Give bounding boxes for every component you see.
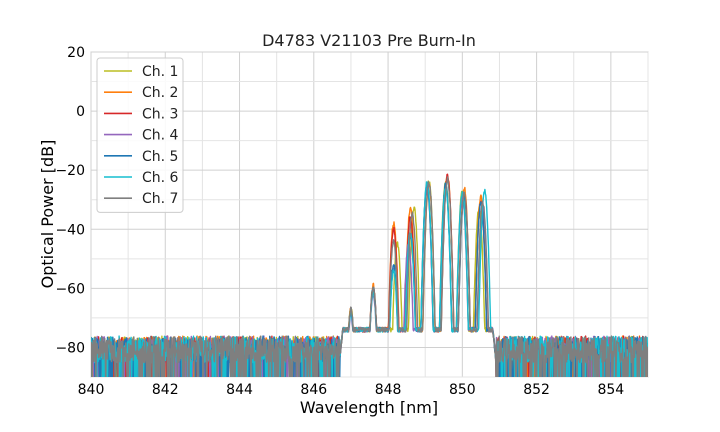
x-tick-label: 842 bbox=[152, 382, 179, 398]
chart-title: D4783 V21103 Pre Burn-In bbox=[262, 31, 476, 50]
y-tick-label: −60 bbox=[55, 281, 85, 297]
x-tick-label: 848 bbox=[375, 382, 402, 398]
x-tick-label: 850 bbox=[449, 382, 476, 398]
legend-label-ch-5: Ch. 5 bbox=[142, 149, 178, 165]
y-axis-label: Optical Power [dB] bbox=[38, 140, 57, 289]
legend-label-ch-3: Ch. 3 bbox=[142, 106, 178, 122]
x-tick-label: 844 bbox=[226, 382, 253, 398]
y-tick-label: 20 bbox=[67, 45, 85, 61]
legend-label-ch-6: Ch. 6 bbox=[142, 170, 179, 186]
x-tick-labels: 840 842 844 846 848 850 852 854 bbox=[78, 382, 625, 398]
y-tick-labels: 20 0 −20 −40 −60 −80 bbox=[55, 45, 85, 356]
series-group bbox=[91, 173, 648, 377]
y-tick-label: −40 bbox=[55, 222, 85, 238]
legend-label-ch-7: Ch. 7 bbox=[142, 191, 178, 207]
y-tick-label: −20 bbox=[55, 163, 85, 179]
plot-area bbox=[91, 173, 648, 377]
legend-label-ch-2: Ch. 2 bbox=[142, 85, 178, 101]
legend-label-ch-1: Ch. 1 bbox=[142, 64, 178, 80]
x-axis-label: Wavelength [nm] bbox=[300, 398, 438, 417]
x-tick-label: 846 bbox=[300, 382, 327, 398]
x-tick-label: 840 bbox=[78, 382, 105, 398]
y-tick-label: 0 bbox=[76, 104, 85, 120]
legend: Ch. 1 Ch. 2 Ch. 3 Ch. 4 Ch. 5 Ch. 6 Ch. 7 bbox=[96, 57, 184, 213]
grid bbox=[90, 51, 649, 378]
x-tick-label: 852 bbox=[523, 382, 550, 398]
series-line-ch-7 bbox=[91, 176, 648, 377]
legend-box bbox=[96, 57, 184, 213]
x-tick-label: 854 bbox=[597, 382, 624, 398]
legend-label-ch-4: Ch. 4 bbox=[142, 128, 179, 144]
y-tick-label: −80 bbox=[55, 340, 85, 356]
